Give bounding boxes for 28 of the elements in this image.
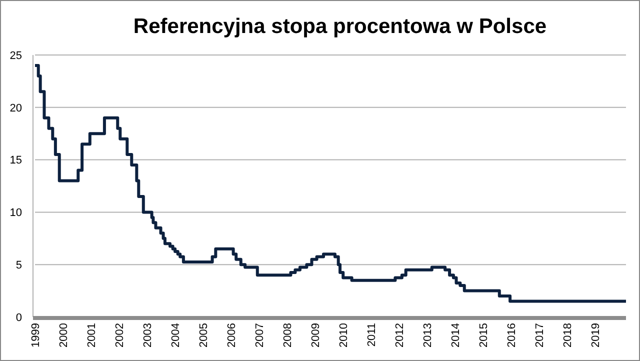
x-tick-label: 2015 bbox=[478, 323, 490, 348]
y-tick-label: 10 bbox=[10, 207, 22, 220]
y-tick-label: 20 bbox=[10, 102, 22, 114]
x-tick-label: 2000 bbox=[58, 323, 70, 348]
x-tick-label: 2004 bbox=[170, 323, 182, 348]
y-tick-label: 0 bbox=[16, 312, 22, 324]
x-tick-label: 2009 bbox=[310, 323, 322, 348]
x-tick-label: 2003 bbox=[142, 323, 154, 348]
x-tick-label: 2017 bbox=[534, 323, 546, 348]
x-tick-label: 2007 bbox=[254, 323, 266, 348]
x-tick-label: 2002 bbox=[114, 323, 126, 348]
y-tick-label: 5 bbox=[16, 259, 22, 272]
x-tick-label: 2016 bbox=[506, 323, 518, 348]
x-tick-label: 2011 bbox=[366, 323, 378, 347]
x-tick-label: 2014 bbox=[450, 323, 462, 348]
x-tick-label: 2012 bbox=[394, 323, 406, 348]
x-tick-label: 1999 bbox=[30, 323, 42, 348]
x-tick-label: 2013 bbox=[422, 323, 434, 348]
y-tick-label: 25 bbox=[10, 50, 22, 62]
x-tick-label: 2001 bbox=[86, 323, 98, 348]
x-tick-label: 2006 bbox=[226, 323, 238, 348]
chart-title: Referencyjna stopa procentowa w Polsce bbox=[133, 15, 547, 38]
x-tick-label: 2019 bbox=[590, 323, 602, 348]
x-tick-label: 2005 bbox=[198, 323, 210, 348]
y-tick-label: 15 bbox=[10, 154, 22, 167]
x-tick-label: 2010 bbox=[338, 323, 350, 348]
x-tick-label: 2018 bbox=[562, 323, 574, 348]
x-tick-label: 2008 bbox=[282, 323, 294, 348]
